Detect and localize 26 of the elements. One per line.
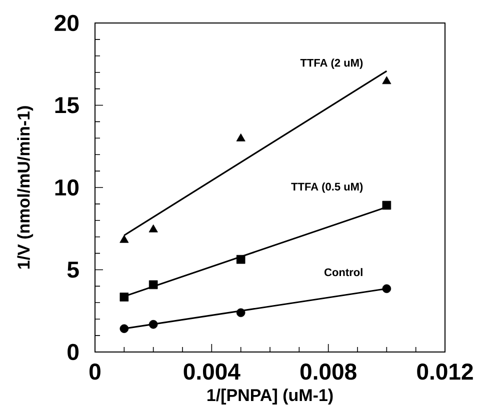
point xyxy=(382,76,392,84)
point xyxy=(148,320,158,329)
point xyxy=(382,284,392,294)
point xyxy=(382,200,392,210)
x-tick-label: 0.004 xyxy=(184,364,240,380)
series-label: TTFA (0.5 uM) xyxy=(291,182,363,193)
y-tick-label: 0 xyxy=(68,344,79,360)
y-tick-label: 15 xyxy=(55,97,79,114)
y-tick-label: 20 xyxy=(54,14,79,32)
x-axis-title: 1/[PNPA] (uM-1) xyxy=(207,388,333,404)
point xyxy=(120,234,129,243)
x-tick-label: 0 xyxy=(90,364,100,380)
text: TTFA (2 uM) xyxy=(300,58,363,69)
x-tick-label: 0.012 xyxy=(417,364,473,380)
text: Control xyxy=(324,268,362,276)
point xyxy=(148,280,158,290)
y-tick-label: 5 xyxy=(67,262,79,278)
point xyxy=(120,292,129,302)
point xyxy=(236,308,246,318)
point xyxy=(236,254,246,264)
x-tick-label: 0.008 xyxy=(300,364,356,380)
point xyxy=(120,324,129,334)
y-tick-label: 10 xyxy=(55,179,79,196)
point xyxy=(148,224,158,232)
y-axis-title: 1/V (nmol/mU/min-1) xyxy=(17,106,34,269)
point xyxy=(236,133,246,142)
